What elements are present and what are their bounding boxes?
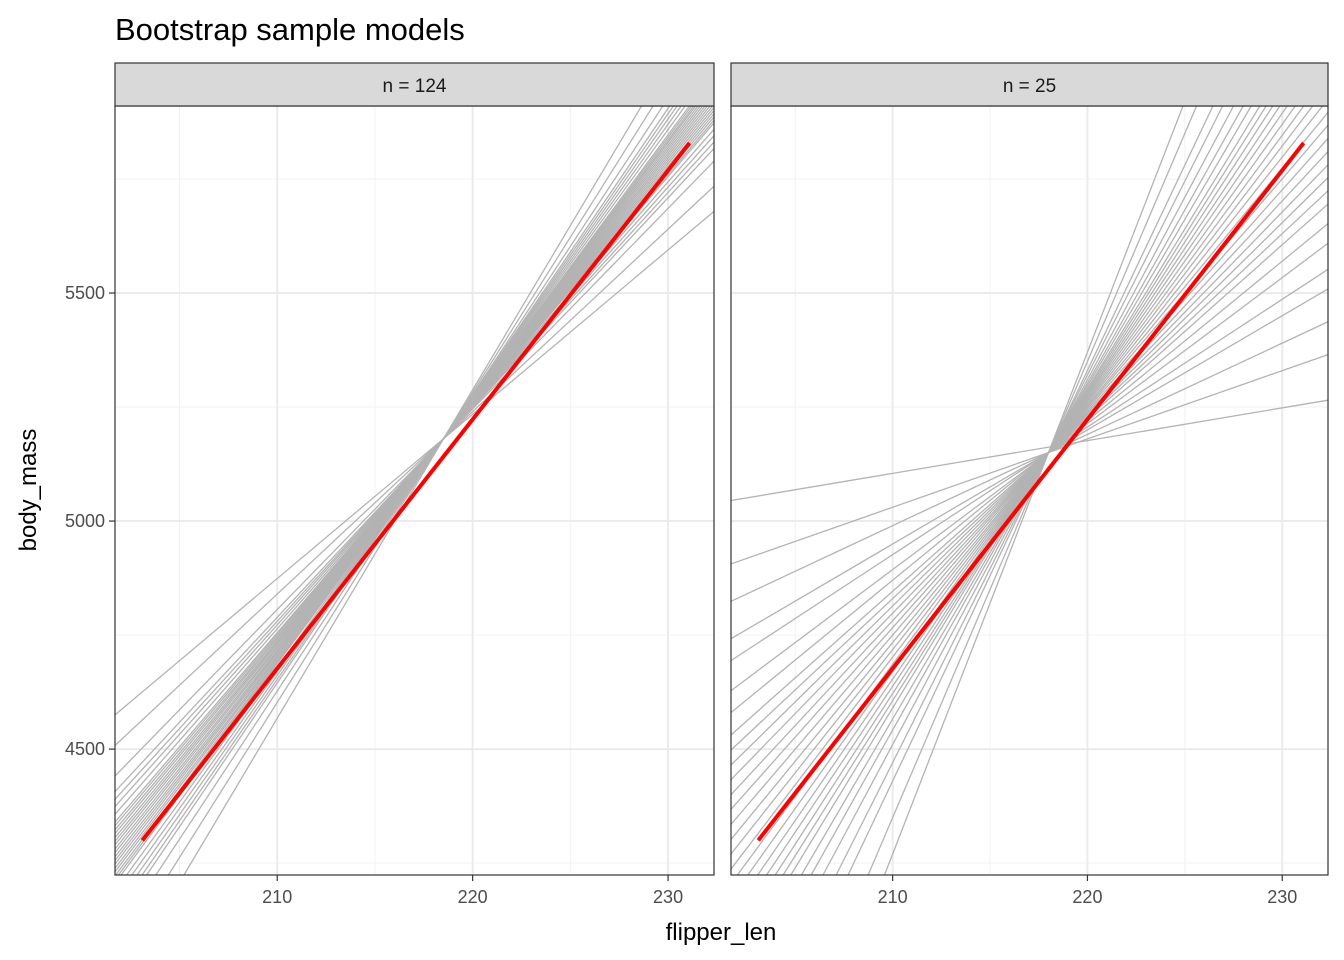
x-tick-label: 220	[458, 887, 488, 907]
bootstrap-line	[730, 399, 1329, 502]
panel-1: n = 124 210 220 230 4500 5000 5500	[65, 62, 715, 907]
bootstrap-line	[730, 321, 1329, 602]
bootstrap-line	[146, 105, 671, 876]
bootstrap-line	[167, 105, 654, 876]
bootstrap-line	[730, 203, 1329, 736]
bootstrap-line	[114, 210, 715, 716]
bootstrap-lines	[730, 105, 1329, 876]
fit-line	[756, 141, 1306, 842]
y-tick-label: 5500	[65, 283, 105, 303]
y-tick-label: 5000	[65, 511, 105, 531]
facet-strip	[730, 62, 1329, 107]
grid	[115, 106, 714, 875]
y-tick-label: 4500	[65, 739, 105, 759]
bootstrap-line	[790, 105, 1261, 876]
bootstrap-line	[730, 353, 1329, 565]
bootstrap-line	[810, 105, 1244, 876]
bootstrap-lines	[114, 105, 715, 876]
bootstrap-line	[757, 105, 1288, 876]
x-tick-label: 210	[262, 887, 292, 907]
bootstrap-line	[730, 223, 1329, 714]
x-tick-label: 210	[878, 887, 908, 907]
bootstrap-line	[155, 105, 664, 876]
facet-strip	[114, 62, 715, 107]
facet-strip-label: n = 124	[383, 76, 447, 97]
panel-2: n = 25 210 220 230	[730, 62, 1329, 907]
bootstrap-line	[183, 105, 643, 876]
bootstrap-line	[114, 185, 715, 746]
y-axis-title: body_mass	[15, 429, 42, 552]
bootstrap-line	[730, 288, 1329, 640]
x-tick-label: 220	[1072, 887, 1102, 907]
x-axis-title: flipper_len	[666, 919, 777, 946]
bootstrap-line	[766, 105, 1281, 876]
x-tick-label: 230	[1267, 887, 1297, 907]
x-tick-label: 230	[653, 887, 683, 907]
bootstrap-line	[730, 268, 1329, 662]
bootstrap-line	[822, 105, 1235, 876]
fit-line	[140, 141, 692, 842]
bootstrap-line	[730, 105, 1314, 870]
facet-strip-label: n = 25	[1003, 76, 1056, 97]
chart-title: Bootstrap sample models	[115, 12, 465, 47]
bootstrap-line	[800, 105, 1252, 876]
bootstrap-line	[747, 105, 1296, 876]
bootstrap-line	[114, 160, 715, 777]
bootstrap-line	[730, 190, 1329, 751]
bootstrap-line	[730, 242, 1329, 692]
